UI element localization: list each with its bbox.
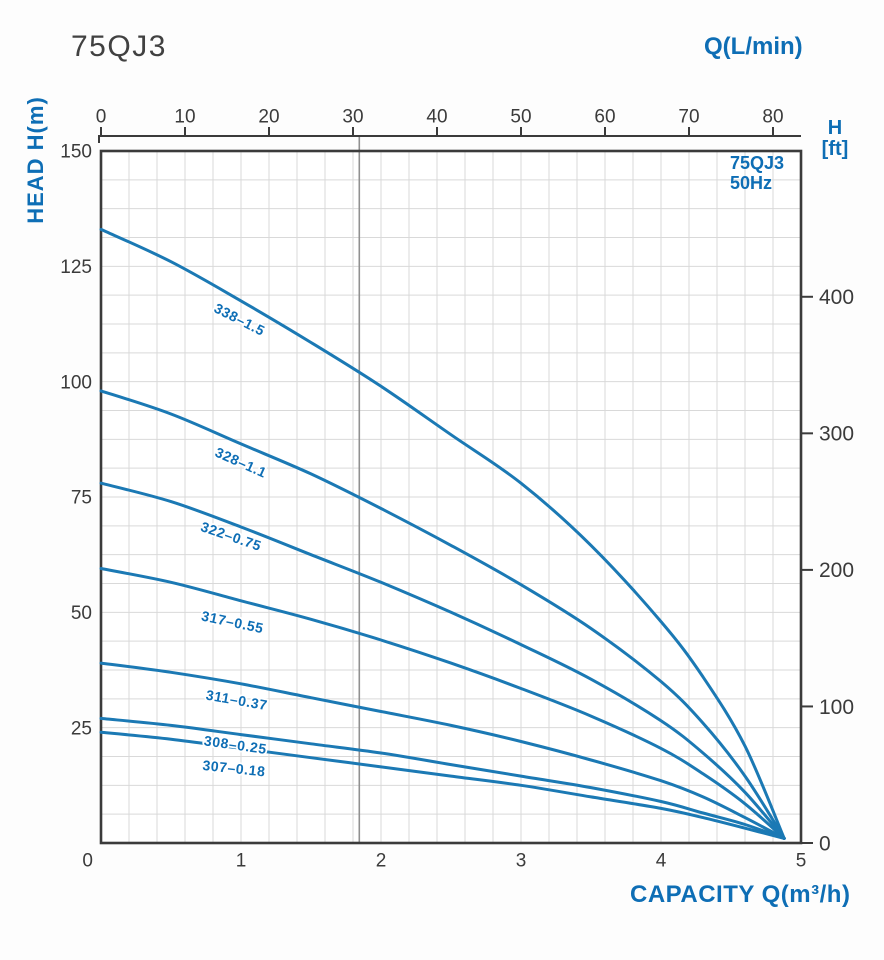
pump-curve-308–0.25 (99, 716, 786, 840)
bottom-axis-title: CAPACITY Q(m³/h) (630, 881, 851, 908)
left-axis-tick-label: 25 (71, 718, 92, 739)
pump-curve-322–0.75 (99, 481, 786, 840)
right-axis-tick-label: 300 (819, 423, 854, 446)
pump-curve-311–0.37 (99, 661, 786, 840)
left-axis-title: HEAD H(m) (23, 96, 48, 224)
top-axis-tick-label: 10 (174, 107, 195, 128)
origin-label: 0 (82, 851, 93, 872)
right-axis-tick-label: 200 (819, 559, 854, 582)
bottom-axis-tick-label: 3 (516, 851, 527, 872)
chart-legend: 75QJ3 50Hz (730, 153, 784, 193)
legend-frequency: 50Hz (730, 173, 773, 193)
right-axis-tick-label: 400 (819, 286, 854, 309)
left-axis-tick-label: 100 (60, 372, 92, 393)
bottom-axis-tick-label: 5 (796, 851, 807, 872)
bottom-axis-tick-label: 1 (236, 851, 247, 872)
pump-curve-317–0.55 (99, 567, 786, 840)
top-axis-tick-label: 0 (96, 107, 107, 128)
top-axis-tick-label: 40 (426, 107, 447, 128)
right-axis-unit: H [ft] (812, 118, 858, 160)
top-axis-title: Q(L/min) (704, 33, 803, 60)
top-axis-tick-label: 50 (510, 107, 531, 128)
top-axis-tick-label: 80 (762, 107, 783, 128)
left-axis-tick-label: 50 (71, 603, 92, 624)
bottom-axis-tick-label: 4 (656, 851, 667, 872)
right-axis-unit-h: H (827, 117, 843, 139)
pump-curve-338–1.5 (99, 227, 786, 840)
top-axis-tick-label: 30 (342, 107, 363, 128)
pump-curve-307–0.18 (99, 730, 786, 840)
bottom-axis-tick-label: 2 (376, 851, 387, 872)
right-axis-unit-ft: [ft] (821, 138, 849, 160)
plot-border (99, 149, 803, 845)
top-axis-tick-label: 60 (594, 107, 615, 128)
legend-model: 75QJ3 (730, 153, 785, 173)
pump-curve-328–1.1 (99, 389, 786, 840)
right-axis-tick-label: 100 (819, 696, 854, 719)
page-title: 75QJ3 (71, 30, 167, 63)
top-axis-tick-label: 20 (258, 107, 279, 128)
left-axis-tick-label: 150 (60, 142, 92, 163)
left-axis-tick-label: 125 (60, 257, 92, 278)
left-axis-tick-label: 75 (71, 488, 92, 509)
top-axis-tick-label: 70 (678, 107, 699, 128)
right-axis-tick-label: 0 (819, 832, 831, 855)
